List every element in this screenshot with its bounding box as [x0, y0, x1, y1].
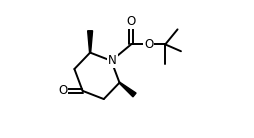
Text: O: O	[58, 84, 67, 97]
Text: N: N	[108, 54, 117, 67]
Text: O: O	[126, 15, 136, 28]
Polygon shape	[88, 31, 92, 53]
Polygon shape	[119, 82, 136, 97]
Text: O: O	[144, 38, 153, 51]
